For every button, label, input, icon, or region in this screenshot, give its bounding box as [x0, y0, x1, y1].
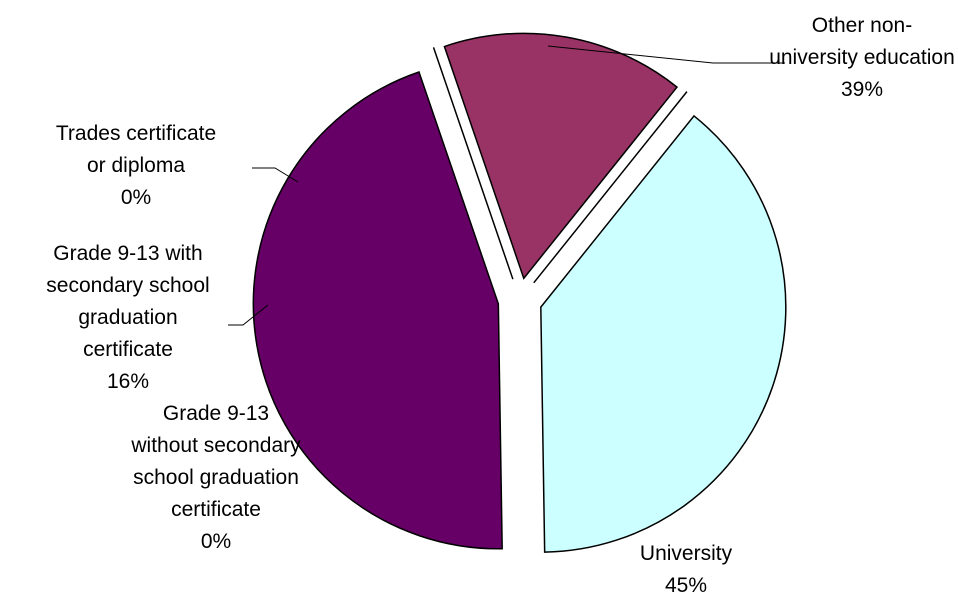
percent-label-trades: 0%	[121, 186, 151, 209]
leader-lines-layer	[228, 45, 785, 326]
pie-slice-grade-with	[443, 32, 679, 280]
labels-layer: Other non-university education 39% Univers…	[46, 14, 955, 597]
data-label-grade-without: Grade 9-13 without secondary school gradua…	[130, 402, 301, 553]
percent-label-grade-without: 0%	[201, 530, 231, 553]
slices-layer	[252, 32, 787, 553]
data-label-other: Other non-university education 39%	[769, 14, 955, 101]
data-label-trades: Trades certificate or diploma 0%	[56, 122, 216, 209]
pie-slice-other	[540, 114, 787, 553]
label-line-grade-without: Grade 9-13	[163, 402, 269, 425]
label-line-grade-with: secondary school	[46, 274, 209, 297]
leader-line-other	[547, 45, 785, 64]
percent-label-university: 45%	[665, 574, 707, 597]
label-line-trades: or diploma	[87, 154, 185, 177]
label-line-grade-without: certificate	[171, 498, 261, 521]
label-line-grade-without: school graduation	[133, 466, 299, 489]
leader-line-trades	[252, 167, 299, 183]
label-line-other: university education	[769, 46, 955, 69]
label-line-grade-with: graduation	[78, 306, 177, 329]
pie-slice-grade-without	[432, 47, 514, 280]
leader-line-grade-with	[228, 304, 269, 326]
pie-slice-university	[252, 71, 503, 550]
data-label-university: University 45%	[640, 542, 733, 597]
label-line-grade-with: certificate	[83, 338, 173, 361]
percent-label-other: 39%	[841, 78, 883, 101]
label-line-grade-with: Grade 9-13 with	[53, 242, 202, 265]
pie-slice-trades	[533, 91, 688, 284]
percent-label-grade-with: 16%	[107, 370, 149, 393]
label-line-university: University	[640, 542, 733, 565]
label-line-other: Other non-	[812, 14, 912, 37]
label-line-grade-without: without secondary	[130, 434, 301, 457]
label-line-trades: Trades certificate	[56, 122, 216, 145]
data-label-grade-with: Grade 9-13 with secondary school graduatio…	[46, 242, 209, 393]
